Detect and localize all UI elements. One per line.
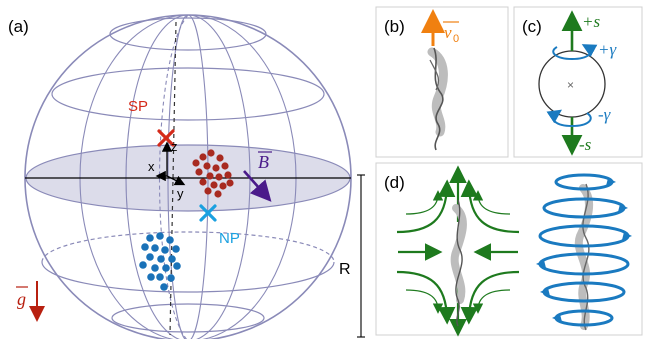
panel-b-label: (b)	[384, 17, 405, 36]
panel-d-frame	[375, 162, 643, 336]
extensional-flow	[396, 165, 520, 337]
swimmer-right-flagellum	[582, 183, 590, 331]
swimmer-strand	[429, 59, 440, 91]
velocity-subscript: 0	[453, 33, 459, 45]
minus-s-label: -s	[579, 135, 592, 154]
swimmer-left-body	[450, 204, 467, 304]
local-axes	[155, 141, 186, 186]
blue-particle-cluster	[139, 232, 181, 291]
red-particle-cluster	[192, 149, 234, 198]
axis-y-label: y	[177, 186, 184, 201]
panel-d: (d)	[375, 162, 643, 337]
panel-a-label: (a)	[8, 17, 29, 36]
axis-z-label: z	[171, 139, 178, 154]
minus-gamma-label: -γ	[598, 105, 612, 124]
velocity-label: v	[444, 23, 452, 42]
field-arrow	[243, 170, 272, 202]
minus-gamma-rotation	[546, 109, 592, 128]
np-marker	[199, 204, 217, 222]
rotational-flow-arrowheads	[536, 178, 632, 322]
swimmer-body	[427, 47, 448, 137]
panel-d-label: (d)	[384, 173, 405, 192]
gravity-label: g	[17, 289, 26, 309]
swimmer-right-body	[574, 184, 593, 330]
radius-indicator	[357, 174, 365, 338]
center-marker: ×	[567, 78, 574, 92]
panel-c-label: (c)	[522, 17, 542, 36]
sp-label: SP	[128, 98, 148, 115]
axis-x-label: x	[148, 159, 155, 174]
plus-s-label: +s	[582, 12, 600, 31]
panel-a: (a) SP	[8, 14, 365, 339]
radius-label: R	[339, 261, 351, 278]
swimmer-left-flagellum	[455, 199, 463, 327]
panel-b: (b) v 0	[375, 6, 509, 158]
field-label: B	[258, 152, 269, 172]
plus-gamma-rotation	[552, 44, 598, 61]
plus-gamma-label: +γ	[598, 40, 617, 59]
panel-c: (c) × +s -s +γ -γ	[513, 6, 643, 158]
np-label: NP	[219, 230, 240, 247]
